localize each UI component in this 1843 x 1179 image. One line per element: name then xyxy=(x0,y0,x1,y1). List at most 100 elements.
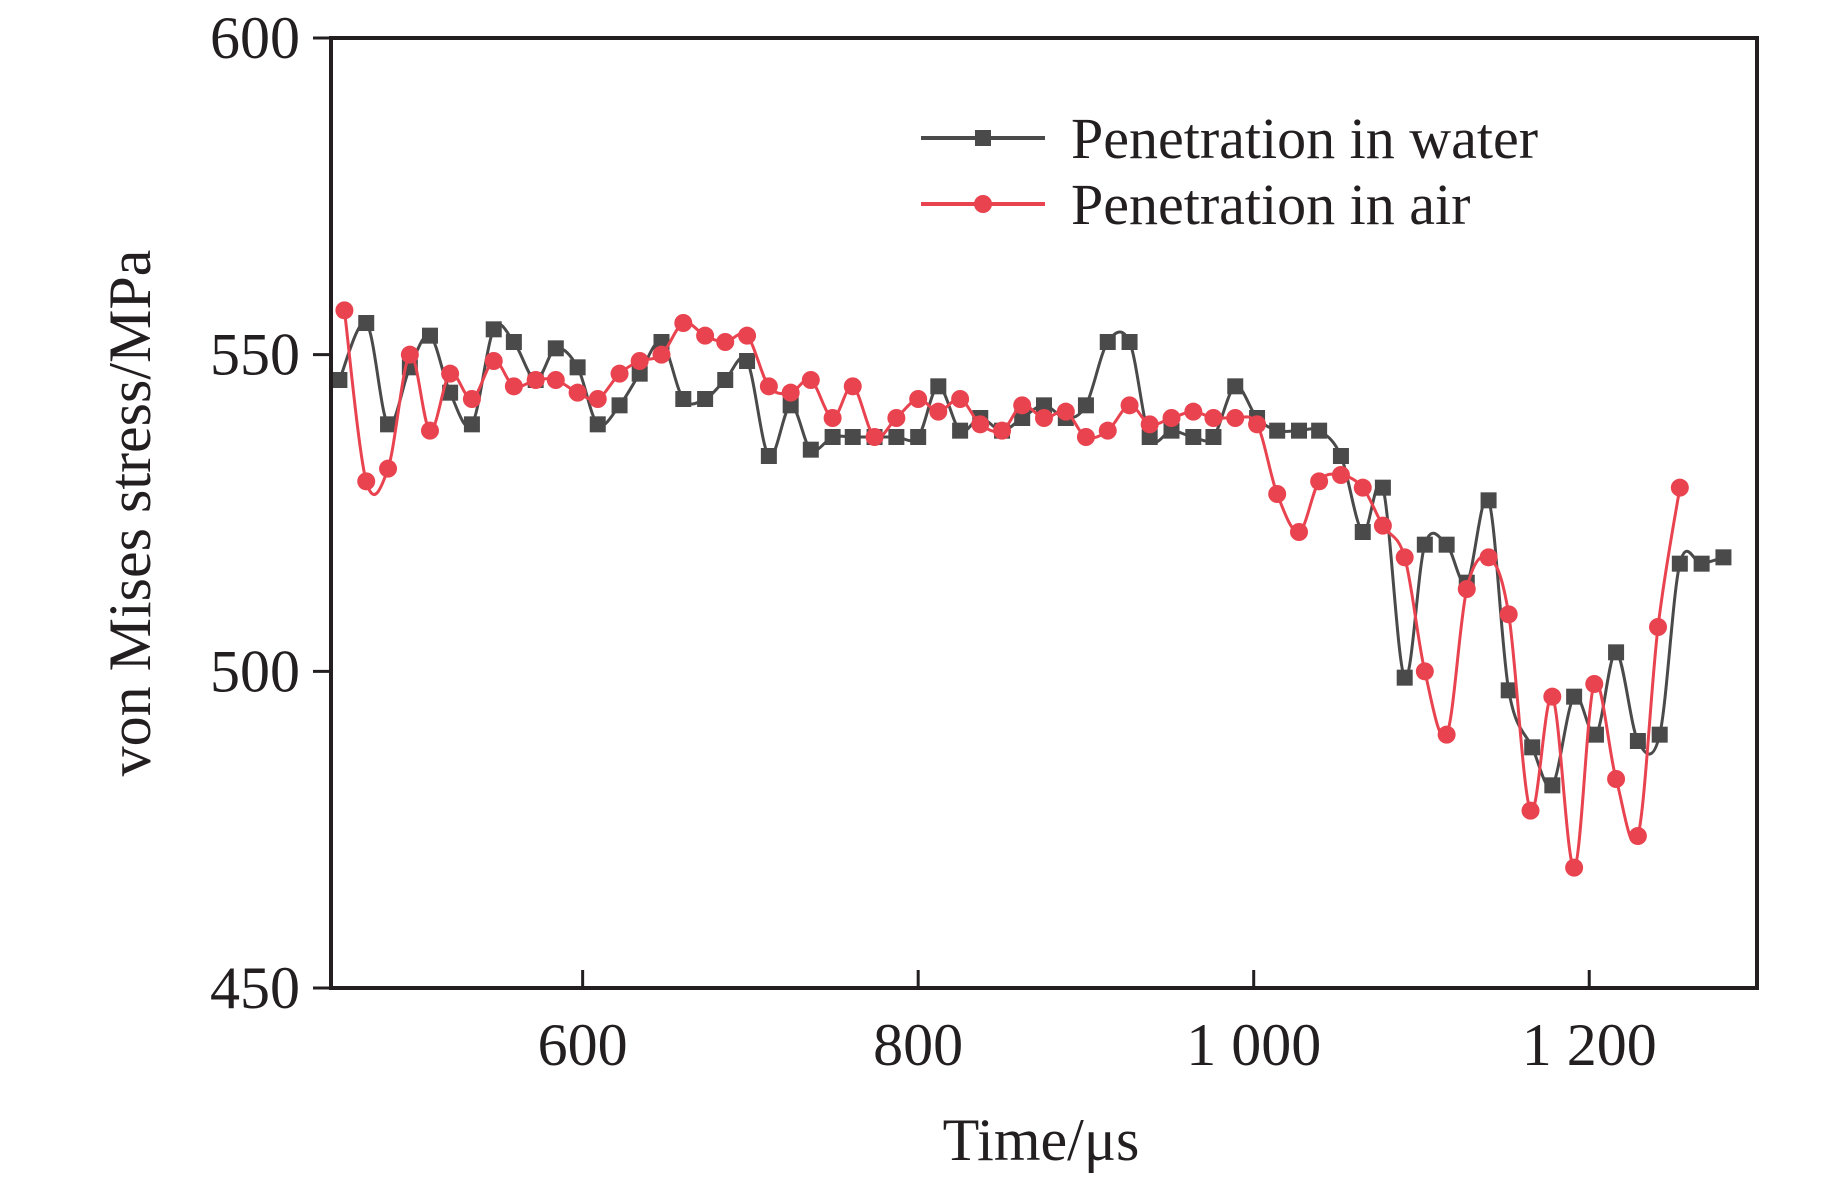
data-point xyxy=(526,371,545,389)
data-point xyxy=(610,364,629,383)
data-point xyxy=(865,428,884,446)
ticks: 600 800 1 000 1 200 450 500 550 600 xyxy=(210,5,1657,1078)
data-point xyxy=(909,390,928,408)
data-point xyxy=(697,391,714,407)
data-point xyxy=(546,371,565,389)
data-point xyxy=(1373,516,1392,535)
data-point xyxy=(485,321,502,338)
data-point xyxy=(1438,536,1455,553)
data-point xyxy=(380,416,397,433)
data-point xyxy=(1500,682,1517,699)
data-point xyxy=(930,378,947,395)
data-point xyxy=(1649,618,1668,636)
data-point xyxy=(696,326,715,345)
data-point xyxy=(1566,688,1583,705)
data-point xyxy=(1671,555,1688,572)
data-point xyxy=(971,415,990,434)
data-point xyxy=(463,416,480,433)
data-point xyxy=(441,364,460,383)
data-point xyxy=(1651,726,1668,743)
data-point xyxy=(504,377,523,396)
data-point xyxy=(1396,669,1413,686)
y-tick-label: 500 xyxy=(210,638,300,704)
data-point xyxy=(653,334,670,350)
data-point xyxy=(1479,548,1498,567)
data-point xyxy=(379,459,398,478)
data-point xyxy=(1587,726,1604,743)
data-point xyxy=(929,402,948,421)
data-point xyxy=(1185,429,1202,445)
data-point xyxy=(631,365,648,382)
data-point xyxy=(1120,396,1139,415)
data-point xyxy=(1162,409,1181,427)
data-point xyxy=(1354,524,1371,540)
data-point xyxy=(652,345,671,364)
data-point xyxy=(1332,448,1349,464)
legend-item-water: Penetration in water xyxy=(921,106,1538,171)
data-point xyxy=(824,429,841,445)
data-point xyxy=(1331,466,1350,484)
x-tick-label: 1 200 xyxy=(1522,1012,1657,1078)
x-tick-label: 600 xyxy=(538,1012,628,1078)
data-point xyxy=(1121,334,1138,350)
data-point xyxy=(484,352,503,370)
data-point xyxy=(1543,687,1562,706)
data-point xyxy=(782,397,799,414)
y-tick-label: 550 xyxy=(210,322,300,388)
data-point xyxy=(1353,478,1372,497)
data-point xyxy=(738,326,757,345)
y-axis-title: von Mises stress/MPa xyxy=(97,250,163,777)
data-point xyxy=(442,384,459,401)
legend: Penetration in water Penetration in air xyxy=(921,106,1538,237)
data-point xyxy=(1544,777,1561,794)
data-point xyxy=(760,448,777,464)
data-point xyxy=(1248,415,1267,434)
data-point xyxy=(1416,536,1433,553)
data-point xyxy=(1140,415,1159,434)
plot-marks xyxy=(331,301,1732,877)
data-point xyxy=(1077,397,1094,414)
data-point xyxy=(739,353,756,369)
data-point xyxy=(1457,580,1476,598)
data-point xyxy=(1290,523,1309,541)
data-point xyxy=(759,377,778,396)
data-point xyxy=(331,372,348,388)
data-point xyxy=(1499,605,1518,624)
y-tick-label: 600 xyxy=(210,5,300,71)
data-point xyxy=(547,340,564,357)
data-point xyxy=(1395,548,1414,567)
data-point xyxy=(1670,478,1689,497)
data-point xyxy=(1098,421,1117,440)
data-point xyxy=(952,422,969,439)
data-point xyxy=(1480,492,1497,509)
data-point xyxy=(357,472,376,491)
data-point xyxy=(1628,827,1647,845)
data-point xyxy=(1269,422,1286,439)
data-point xyxy=(1608,644,1625,661)
data-point xyxy=(1524,739,1541,756)
data-point xyxy=(1099,334,1116,350)
legend-label-water: Penetration in water xyxy=(1071,106,1538,171)
data-point xyxy=(505,334,522,350)
legend-square-marker-icon xyxy=(975,130,991,146)
plot-frame xyxy=(329,36,1759,990)
x-tick-label: 1 000 xyxy=(1186,1012,1321,1078)
data-point xyxy=(1268,485,1287,503)
data-point xyxy=(588,390,607,408)
data-point xyxy=(1076,428,1095,446)
series-water xyxy=(331,315,1732,794)
legend-label-air: Penetration in air xyxy=(1071,172,1470,237)
data-point xyxy=(1035,409,1053,427)
data-point xyxy=(569,359,586,376)
data-point xyxy=(781,383,800,402)
data-point xyxy=(1629,733,1646,749)
data-point xyxy=(1585,675,1604,693)
data-point xyxy=(1204,409,1223,427)
data-point xyxy=(1036,397,1052,414)
x-tick-label: 800 xyxy=(873,1012,963,1078)
series-line xyxy=(338,321,1724,789)
data-point xyxy=(843,377,862,396)
data-point xyxy=(1693,555,1710,572)
legend-item-air: Penetration in air xyxy=(921,172,1470,237)
data-point xyxy=(801,371,820,389)
